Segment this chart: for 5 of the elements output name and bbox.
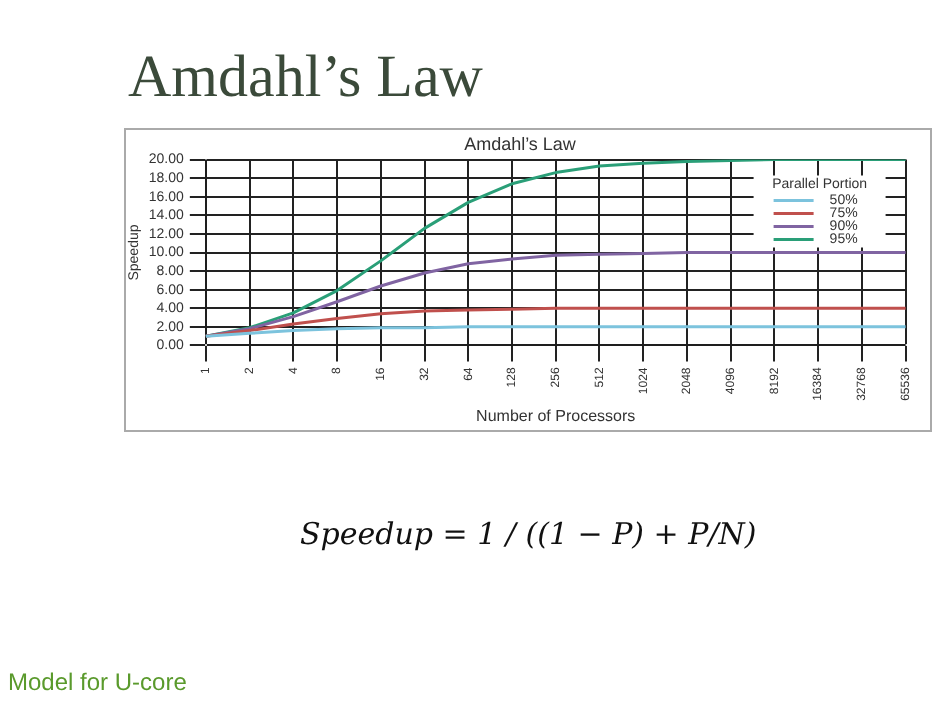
chart-title: Amdahl’s Law: [464, 133, 577, 154]
text: Speedup = 1 / ((1 − P) + P/N): [300, 516, 757, 552]
text: Model for U-core: [8, 668, 187, 696]
x-axis-title: Number of Processors: [476, 406, 636, 425]
text: Amdahl’s Law: [128, 44, 483, 112]
